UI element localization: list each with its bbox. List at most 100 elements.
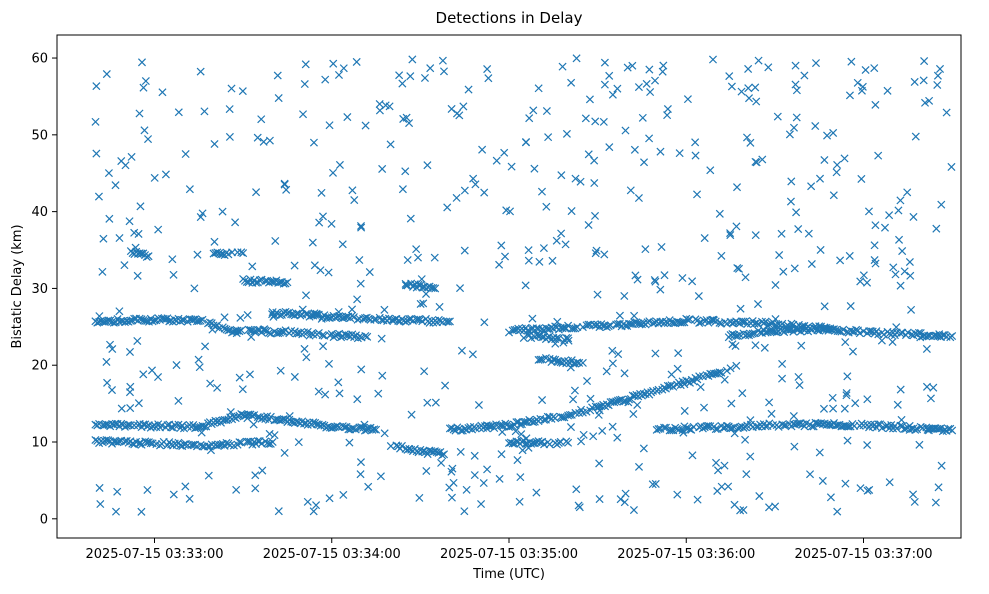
noise-point — [481, 319, 488, 326]
noise-point — [816, 449, 823, 456]
noise-point — [806, 471, 813, 478]
noise-point — [258, 116, 265, 123]
noise-point — [432, 399, 439, 406]
noise-point — [416, 494, 423, 501]
noise-point — [935, 484, 942, 491]
noise-point — [244, 311, 251, 318]
noise-point — [531, 165, 538, 172]
noise-point — [897, 197, 904, 204]
noise-point — [461, 187, 468, 194]
noise-point — [692, 139, 699, 146]
noise-point — [707, 167, 714, 174]
noise-point — [543, 107, 550, 114]
noise-point — [396, 72, 403, 79]
noise-point — [427, 65, 434, 72]
noise-point — [281, 449, 288, 456]
noise-point — [897, 282, 904, 289]
noise-point — [829, 394, 836, 401]
x-tick-label: 2025-07-15 03:37:00 — [794, 547, 932, 562]
noise-point — [716, 210, 723, 217]
noise-point — [849, 348, 856, 355]
noise-point — [266, 430, 273, 437]
noise-point — [745, 85, 752, 92]
noise-point — [151, 174, 158, 181]
noise-point — [816, 175, 823, 182]
noise-point — [787, 198, 794, 205]
noise-point — [357, 471, 364, 478]
noise-point — [481, 189, 488, 196]
noise-point — [291, 373, 298, 380]
noise-point — [538, 188, 545, 195]
noise-point — [207, 380, 214, 387]
noise-point — [846, 92, 853, 99]
noise-point — [479, 146, 486, 153]
noise-point — [754, 300, 761, 307]
noise-point — [582, 115, 589, 122]
noise-point — [747, 453, 754, 460]
noise-point — [138, 59, 145, 66]
noise-point — [651, 77, 658, 84]
noise-point — [938, 462, 945, 469]
noise-point — [857, 485, 864, 492]
noise-point — [679, 274, 686, 281]
noise-point — [830, 192, 837, 199]
noise-point — [792, 209, 799, 216]
noise-point — [795, 373, 802, 380]
noise-point — [458, 347, 465, 354]
noise-point — [657, 148, 664, 155]
noise-point — [93, 150, 100, 157]
noise-point — [742, 274, 749, 281]
noise-point — [471, 452, 478, 459]
noise-point — [567, 423, 574, 430]
noise-point — [421, 368, 428, 375]
noise-point — [349, 187, 356, 194]
noise-point — [277, 367, 284, 374]
noise-point — [379, 165, 386, 172]
noise-point — [226, 106, 233, 113]
noise-point — [739, 390, 746, 397]
noise-point — [103, 379, 110, 386]
noise-point — [721, 376, 728, 383]
noise-point — [606, 72, 613, 79]
noise-point — [299, 111, 306, 118]
noise-point — [93, 83, 100, 90]
noise-point — [726, 73, 733, 80]
noise-point — [635, 463, 642, 470]
noise-point — [927, 395, 934, 402]
noise-point — [399, 186, 406, 193]
noise-point — [404, 256, 411, 263]
noise-point — [92, 118, 99, 125]
noise-point — [100, 235, 107, 242]
noise-point — [155, 226, 162, 233]
noise-point — [881, 224, 888, 231]
noise-point — [664, 112, 671, 119]
noise-point — [186, 186, 193, 193]
noise-point — [569, 396, 576, 403]
noise-point — [170, 491, 177, 498]
chart-title: Detections in Delay — [436, 9, 583, 27]
noise-point — [336, 161, 343, 168]
noise-point — [558, 172, 565, 179]
noise-point — [660, 62, 667, 69]
noise-point — [533, 489, 540, 496]
noise-point — [600, 118, 607, 125]
noise-point — [765, 64, 772, 71]
noise-point — [897, 386, 904, 393]
noise-point — [409, 56, 416, 63]
noise-point — [205, 472, 212, 479]
noise-point — [568, 79, 575, 86]
noise-point — [309, 239, 316, 246]
noise-point — [921, 57, 928, 64]
noise-point — [932, 499, 939, 506]
noise-point — [496, 261, 503, 268]
noise-point — [175, 109, 182, 116]
noise-point — [594, 291, 601, 298]
noise-point — [424, 162, 431, 169]
noise-point — [408, 411, 415, 418]
noise-point — [357, 280, 364, 287]
noise-point — [643, 80, 650, 87]
noise-point — [344, 113, 351, 120]
noise-point — [211, 140, 218, 147]
noise-point — [121, 262, 128, 269]
